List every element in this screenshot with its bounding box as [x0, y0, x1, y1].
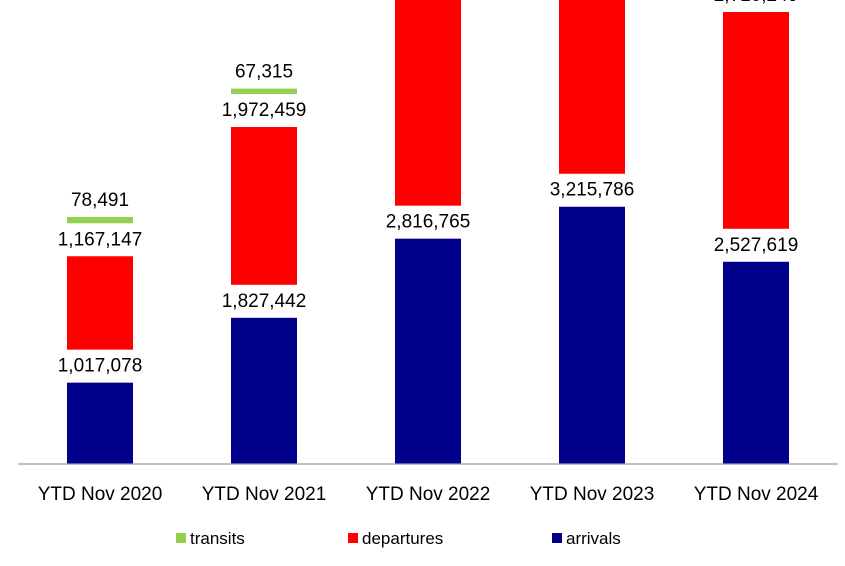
- data-label-departures-2: 1,972,459: [222, 100, 307, 121]
- data-label-arrivals-2: 1,827,442: [222, 291, 307, 312]
- bar-arrivals-2: [231, 317, 297, 464]
- bar-arrivals-3: [395, 238, 461, 464]
- data-label-transits-1: 78,491: [71, 190, 129, 211]
- bars-layer: [67, 0, 789, 464]
- legend-swatch-departures: [348, 533, 358, 543]
- bar-departures-5: [723, 11, 789, 229]
- data-label-departures-5: 2,710,249: [714, 0, 799, 6]
- x-tick-labels: YTD Nov 2020 YTD Nov 2021 YTD Nov 2022 YTD …: [38, 484, 819, 505]
- x-tick-label-1: YTD Nov 2020: [38, 484, 163, 505]
- data-label-arrivals-5: 2,527,619: [714, 235, 799, 256]
- bar-departures-2: [231, 127, 297, 285]
- bar-departures-3: [395, 0, 461, 206]
- data-labels-layer: 1,017,078 1,167,147 78,491 1,827,442 1,972,4…: [58, 0, 799, 377]
- x-tick-label-4: YTD Nov 2023: [530, 484, 655, 505]
- data-label-transits-2: 67,315: [235, 62, 293, 83]
- x-tick-label-5: YTD Nov 2024: [694, 484, 819, 505]
- bar-arrivals-5: [723, 261, 789, 464]
- legend-label-departures: departures: [362, 529, 443, 548]
- x-tick-label-3: YTD Nov 2022: [366, 484, 491, 505]
- data-label-arrivals-1: 1,017,078: [58, 356, 143, 377]
- bar-departures-1: [67, 256, 133, 350]
- data-label-departures-1: 1,167,147: [58, 229, 143, 250]
- legend-swatch-transits: [176, 533, 186, 543]
- legend: transits departures arrivals: [176, 529, 621, 548]
- legend-swatch-arrivals: [552, 533, 562, 543]
- data-label-arrivals-3: 2,816,765: [386, 212, 471, 233]
- x-tick-label-2: YTD Nov 2021: [202, 484, 327, 505]
- bar-transits-2: [231, 88, 297, 95]
- legend-label-arrivals: arrivals: [566, 529, 621, 548]
- bar-arrivals-1: [67, 382, 133, 464]
- bar-arrivals-4: [559, 206, 625, 464]
- legend-label-transits: transits: [190, 529, 245, 548]
- bar-transits-1: [67, 216, 133, 224]
- bar-departures-4: [559, 0, 625, 174]
- data-label-arrivals-4: 3,215,786: [550, 180, 635, 201]
